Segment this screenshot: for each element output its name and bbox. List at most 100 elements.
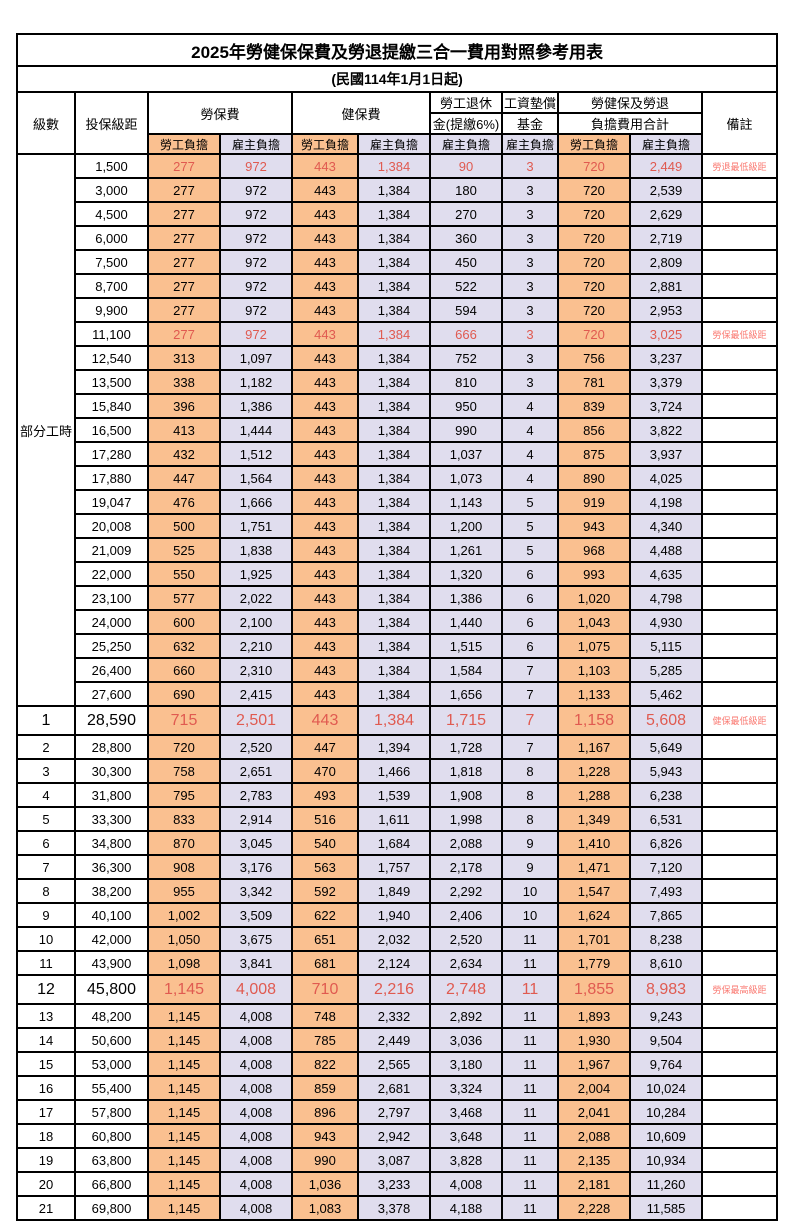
table-row: 26,400 660 2,310 443 1,384 1,584 7 1,103 5,285 — [17, 657, 779, 683]
value-cell: 5,285 — [629, 657, 703, 683]
remark-cell — [700, 1147, 779, 1173]
value-cell: 3 — [501, 273, 559, 299]
level-cell: 20 — [16, 1171, 76, 1197]
value-cell: 443 — [291, 273, 359, 299]
table-row: 4,500 277 972 443 1,384 270 3 720 2,629 — [17, 201, 779, 227]
value-cell: 720 — [557, 321, 631, 347]
value-cell: 1,261 — [429, 537, 503, 563]
value-cell: 4,488 — [629, 537, 703, 563]
value-cell: 443 — [291, 153, 359, 179]
value-cell: 3,378 — [357, 1195, 431, 1221]
table-row: 20 66,800 1,145 4,008 1,036 3,233 4,008 11 2,181… — [16, 1171, 779, 1197]
value-cell: 3,841 — [219, 950, 293, 976]
value-cell: 443 — [291, 201, 359, 227]
remark-cell — [700, 830, 779, 856]
table-row: 11 43,900 1,098 3,841 681 2,124 2,634 11 1,779 8,… — [16, 950, 779, 976]
bracket-cell: 31,800 — [74, 782, 149, 808]
level-cell: 3 — [16, 758, 76, 784]
value-cell: 90 — [429, 153, 503, 179]
col-header-total-line1: 勞健保及勞退 — [557, 91, 703, 114]
value-cell: 972 — [219, 273, 293, 299]
value-cell: 7,865 — [629, 902, 703, 928]
subheader-pension-employer: 雇主負擔 — [429, 133, 503, 155]
table-row: 15,840 396 1,386 443 1,384 950 4 839 3,724 — [17, 393, 779, 419]
value-cell: 1,320 — [429, 561, 503, 587]
value-cell: 2,135 — [557, 1147, 631, 1173]
table-row: 1 28,590 715 2,501 443 1,384 1,715 7 1,158 5,608 健… — [16, 705, 779, 736]
value-cell: 7 — [501, 734, 559, 760]
value-cell: 1,133 — [557, 681, 631, 707]
value-cell: 2,216 — [357, 974, 431, 1005]
remark-cell — [700, 878, 779, 904]
value-cell: 443 — [291, 681, 359, 707]
value-cell: 2,332 — [357, 1003, 431, 1029]
value-cell: 1,940 — [357, 902, 431, 928]
value-cell: 516 — [291, 806, 359, 832]
table-row: 25,250 632 2,210 443 1,384 1,515 6 1,075 5,115 — [17, 633, 779, 659]
value-cell: 277 — [147, 201, 221, 227]
value-cell: 360 — [429, 225, 503, 251]
subheader-total-employee: 勞工負擔 — [557, 133, 631, 155]
value-cell: 785 — [291, 1027, 359, 1053]
value-cell: 1,145 — [147, 1051, 221, 1077]
remark-cell — [700, 1051, 779, 1077]
value-cell: 500 — [147, 513, 221, 539]
value-cell: 870 — [147, 830, 221, 856]
value-cell: 3 — [501, 249, 559, 275]
subheader-wage-fund-employer: 雇主負擔 — [501, 133, 559, 155]
value-cell: 810 — [429, 369, 503, 395]
table-row: 10 42,000 1,050 3,675 651 2,032 2,520 11 1,701 8,… — [16, 926, 779, 952]
value-cell: 443 — [291, 609, 359, 635]
value-cell: 3,468 — [429, 1099, 503, 1125]
bracket-cell: 7,500 — [74, 249, 149, 275]
table-row: 4 31,800 795 2,783 493 1,539 1,908 8 1,288 6,238 — [16, 782, 779, 808]
col-header-wage-fund-line2: 基金 — [501, 112, 559, 135]
value-cell: 2,783 — [219, 782, 293, 808]
value-cell: 8 — [501, 758, 559, 784]
col-header-total-line2: 負擔費用合計 — [557, 112, 703, 135]
value-cell: 1,036 — [291, 1171, 359, 1197]
value-cell: 5,462 — [629, 681, 703, 707]
header-row-1: 級數 投保級距 勞保費 健保費 勞工退休 工資墊償 勞健保及勞退 備註 — [16, 91, 779, 155]
value-cell: 1,073 — [429, 465, 503, 491]
value-cell: 594 — [429, 297, 503, 323]
bracket-cell: 22,000 — [74, 561, 149, 587]
col-header-bracket: 投保級距 — [74, 91, 149, 155]
value-cell: 1,384 — [357, 681, 431, 707]
level-cell: 18 — [16, 1123, 76, 1149]
table-row: 14 50,600 1,145 4,008 785 2,449 3,036 11 1,930 9,… — [16, 1027, 779, 1053]
value-cell: 9 — [501, 830, 559, 856]
value-cell: 1,384 — [357, 225, 431, 251]
value-cell: 1,925 — [219, 561, 293, 587]
value-cell: 2,310 — [219, 657, 293, 683]
bracket-cell: 9,900 — [74, 297, 149, 323]
bracket-cell: 16,500 — [74, 417, 149, 443]
table-row: 9,900 277 972 443 1,384 594 3 720 2,953 — [17, 297, 779, 323]
value-cell: 972 — [219, 321, 293, 347]
value-cell: 795 — [147, 782, 221, 808]
table-row: 18 60,800 1,145 4,008 943 2,942 3,648 11 2,088 10… — [16, 1123, 779, 1149]
value-cell: 1,020 — [557, 585, 631, 611]
value-cell: 5 — [501, 537, 559, 563]
value-cell: 443 — [291, 561, 359, 587]
level-cell: 17 — [16, 1099, 76, 1125]
value-cell: 908 — [147, 854, 221, 880]
value-cell: 443 — [291, 417, 359, 443]
remark-cell — [700, 950, 779, 976]
value-cell: 2,449 — [629, 153, 703, 179]
level-cell: 4 — [16, 782, 76, 808]
value-cell: 968 — [557, 537, 631, 563]
subtitle-row: (民國114年1月1日起) — [15, 65, 779, 93]
value-cell: 11 — [501, 974, 559, 1005]
value-cell: 563 — [291, 854, 359, 880]
remark-cell — [700, 657, 779, 683]
remark-cell — [700, 1075, 779, 1101]
value-cell: 2,501 — [219, 705, 293, 736]
remark-cell — [700, 734, 779, 760]
remark-cell — [700, 273, 779, 299]
value-cell: 1,855 — [557, 974, 631, 1005]
value-cell: 3 — [501, 321, 559, 347]
value-cell: 990 — [429, 417, 503, 443]
value-cell: 443 — [291, 657, 359, 683]
value-cell: 11 — [501, 1051, 559, 1077]
